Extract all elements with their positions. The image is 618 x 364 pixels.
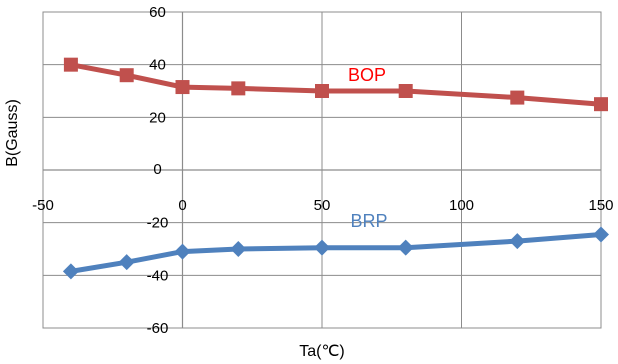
data-point-brp	[118, 254, 135, 271]
x-tick-label: 50	[314, 197, 331, 214]
data-point-brp	[62, 263, 79, 280]
y-tick-label: 0	[153, 161, 161, 178]
y-tick-label: -40	[147, 267, 169, 284]
y-tick-label: -60	[147, 320, 169, 337]
x-axis-title: Ta(℃)	[299, 343, 345, 360]
data-point-brp	[397, 239, 414, 256]
y-tick-label: 40	[149, 57, 166, 74]
gridlines	[43, 12, 601, 328]
y-tick-label: -20	[147, 215, 169, 232]
data-point-bop	[315, 84, 329, 98]
data-point-brp	[230, 241, 247, 257]
series-label-brp: BRP	[350, 211, 387, 231]
series-line-bop	[70, 62, 602, 107]
data-point-brp	[509, 233, 526, 250]
data-point-bop	[63, 57, 78, 72]
series-label-bop: BOP	[348, 65, 386, 85]
data-point-bop	[231, 81, 246, 96]
data-point-brp	[593, 226, 609, 243]
x-tick-label: -50	[32, 197, 54, 214]
data-point-brp	[174, 243, 191, 260]
x-tick-label: 100	[449, 197, 474, 214]
y-tick-label: 60	[149, 4, 166, 21]
y-tick-label: 20	[149, 109, 166, 126]
series-line-brp	[70, 232, 602, 274]
data-point-bop	[594, 97, 608, 112]
x-tick-label: 150	[588, 197, 613, 214]
tick-labels: -50 0 50 100 150 60 40 20 0 -20 -40 -60	[32, 4, 613, 337]
series-layer	[62, 57, 609, 280]
data-point-bop	[175, 80, 190, 95]
y-axis-title: B(Gauss)	[4, 99, 21, 167]
data-point-bop	[510, 90, 525, 105]
data-point-brp	[314, 239, 330, 256]
x-tick-label: 0	[178, 197, 186, 214]
data-point-bop	[398, 84, 413, 98]
data-point-bop	[119, 68, 134, 83]
